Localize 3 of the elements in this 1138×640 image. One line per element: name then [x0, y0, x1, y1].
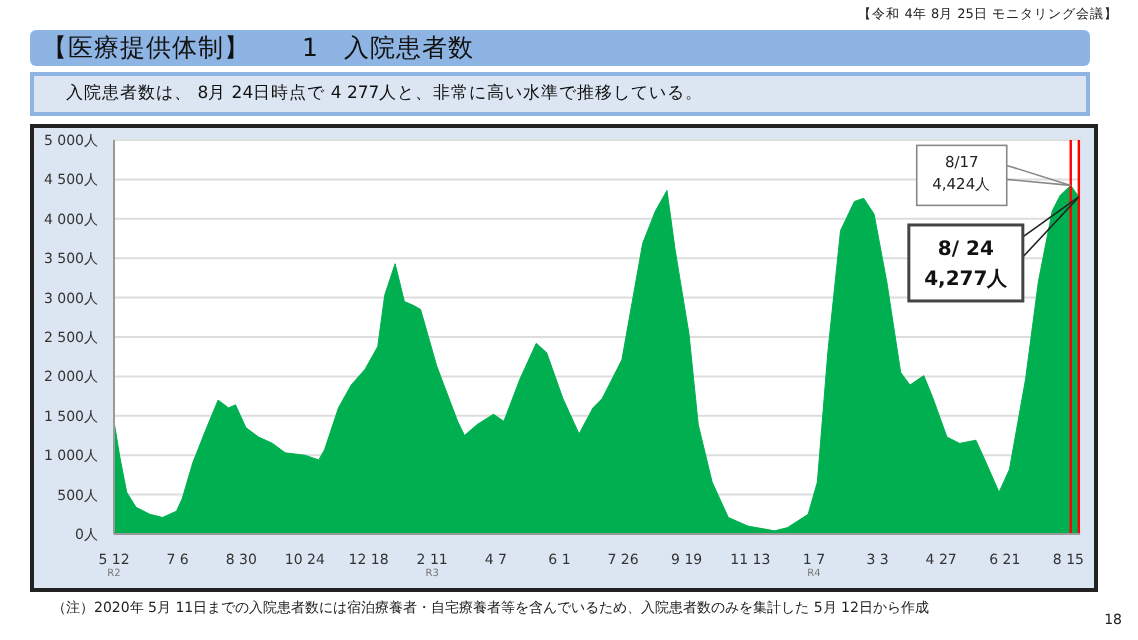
chart-subtitle: 入院患者数は、 8月 24日時点で 4 277人と、非常に高い水準で推移している。 — [30, 72, 1090, 116]
annotation: 8/ 24 4,277人 — [924, 238, 1010, 291]
chart-title: 【医療提供体制】 1 入院患者数 — [30, 30, 1090, 66]
